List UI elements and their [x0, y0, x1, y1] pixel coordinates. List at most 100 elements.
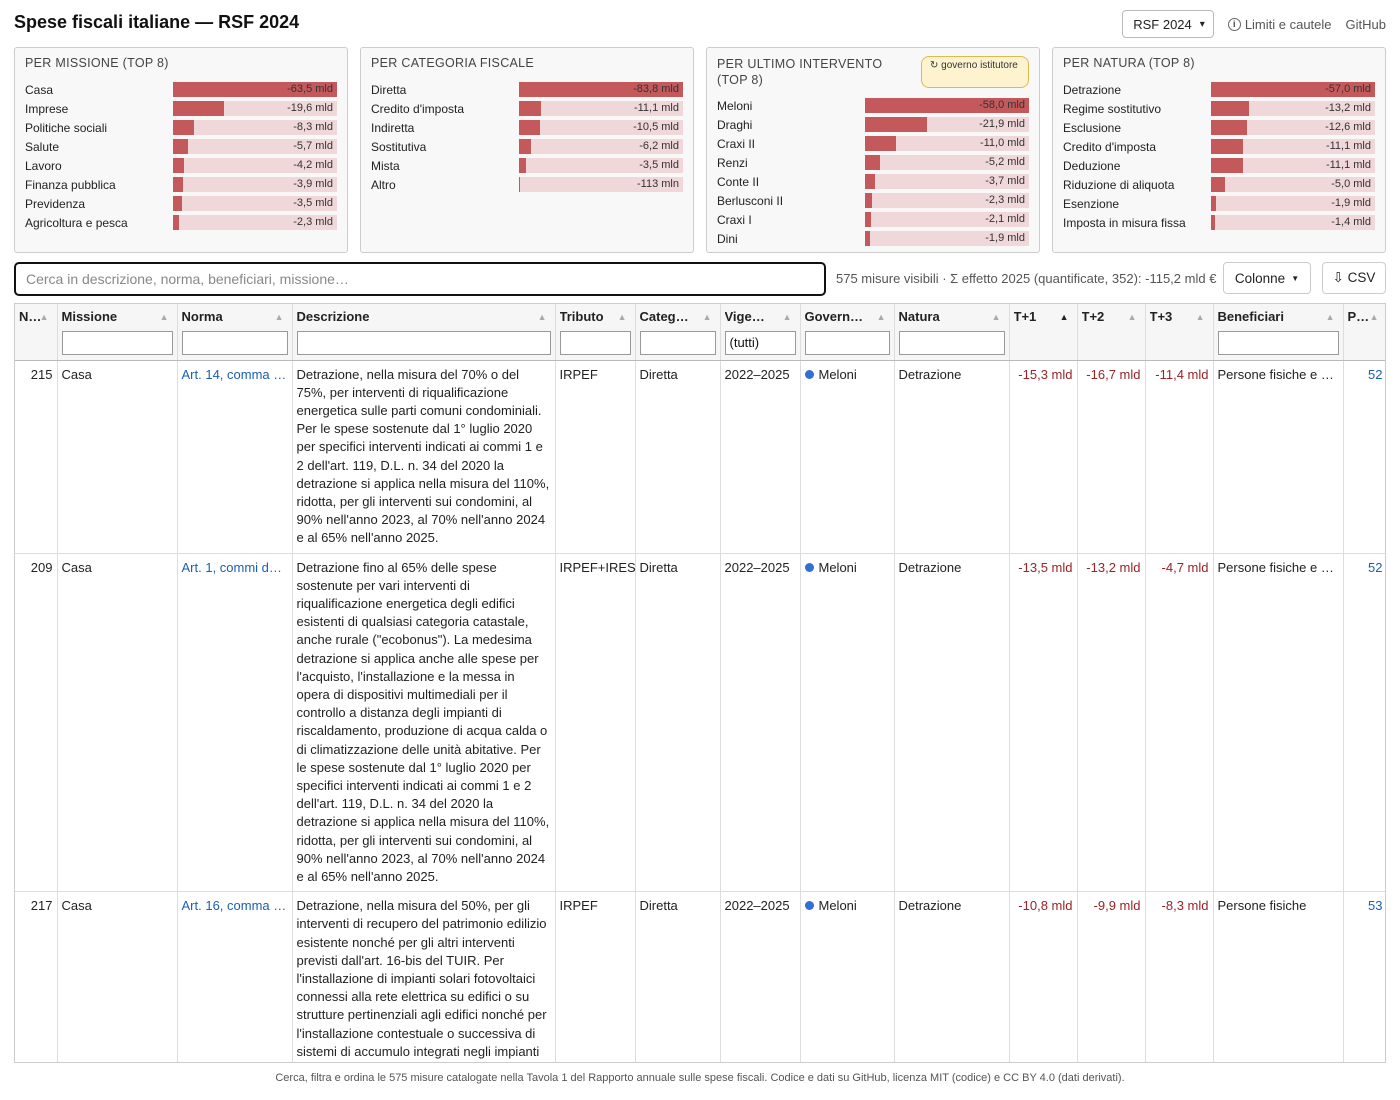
column-header-tributo[interactable]: Tributo ▲ — [555, 304, 636, 361]
table-row[interactable]: 209 Casa Art. 1, commi da… Detrazione fino … — [15, 553, 1385, 893]
bar-row[interactable]: Deduzione -11,1 mld — [1063, 156, 1375, 175]
bar-track: -3,9 mld — [173, 177, 337, 192]
bar-row[interactable]: Imprese -19,6 mld — [25, 99, 337, 118]
measures-table: N… ▲ Missione ▲ Norma ▲ Descrizione ▲ Tributo ▲ Ca… — [14, 303, 1386, 1063]
cell-norma-link[interactable]: Art. 1, commi da… — [177, 553, 293, 893]
column-header-descrizione[interactable]: Descrizione ▲ — [292, 304, 556, 361]
column-header-beneficiari[interactable]: Beneficiari ▲ — [1213, 304, 1344, 361]
cell-t1: -13,5 mld — [1009, 553, 1078, 893]
sort-arrow-icon[interactable]: ▲ — [39, 312, 49, 322]
bar-row[interactable]: Renzi -5,2 mld — [717, 153, 1029, 172]
rsf-edition-select[interactable]: RSF 2024 ▾ — [1122, 10, 1214, 38]
column-header-t2[interactable]: T+2 ▲ — [1077, 304, 1146, 361]
column-header-missione[interactable]: Missione ▲ — [57, 304, 178, 361]
bar-value: -13,2 mld — [1325, 102, 1371, 114]
filter-vigenza[interactable]: (tutti) — [724, 331, 796, 355]
column-header-t3[interactable]: T+3 ▲ — [1145, 304, 1214, 361]
sort-arrow-icon[interactable]: ▲ — [1369, 312, 1379, 322]
cell-page-link[interactable]: 52 — [1343, 553, 1385, 893]
cell-norma-link[interactable]: Art. 16, comma … — [177, 891, 293, 1062]
bar-row[interactable]: Dini -1,9 mld — [717, 229, 1029, 248]
bar-row[interactable]: Craxi I -2,1 mld — [717, 210, 1029, 229]
sort-arrow-icon[interactable]: ▲ — [159, 312, 169, 322]
column-header-t1[interactable]: T+1 ▲ — [1009, 304, 1078, 361]
sort-arrow-icon[interactable]: ▲ — [274, 312, 284, 322]
sort-arrow-icon[interactable]: ▲ — [1059, 312, 1069, 322]
bar-row[interactable]: Detrazione -57,0 mld — [1063, 80, 1375, 99]
column-header-vigenza[interactable]: Vige… ▲ (tutti) — [720, 304, 801, 361]
bar-row[interactable]: Previdenza -3,5 mld — [25, 194, 337, 213]
sort-arrow-icon[interactable]: ▲ — [617, 312, 627, 322]
sort-arrow-icon[interactable]: ▲ — [1127, 312, 1137, 322]
cell-governo: Meloni — [800, 553, 895, 893]
bar-fill — [865, 193, 872, 208]
column-header-natura[interactable]: Natura ▲ — [894, 304, 1010, 361]
bar-row[interactable]: Mista -3,5 mld — [371, 156, 683, 175]
bar-label: Lavoro — [25, 158, 62, 173]
bar-row[interactable]: Altro -113 mln — [371, 175, 683, 194]
search-input[interactable] — [14, 262, 826, 296]
bar-row[interactable]: Agricoltura e pesca -2,3 mld — [25, 213, 337, 232]
bar-fill — [1211, 120, 1248, 135]
filter-tributo[interactable] — [559, 331, 631, 355]
bar-row[interactable]: Draghi -21,9 mld — [717, 115, 1029, 134]
column-header-norma[interactable]: Norma ▲ — [177, 304, 293, 361]
sort-arrow-icon[interactable]: ▲ — [782, 312, 792, 322]
sort-arrow-icon[interactable]: ▲ — [1195, 312, 1205, 322]
csv-export-button[interactable]: ⇩ CSV — [1322, 262, 1386, 294]
bar-value: -57,0 mld — [1325, 83, 1371, 95]
bar-value: -5,2 mld — [985, 156, 1025, 168]
bar-row[interactable]: Politiche sociali -8,3 mld — [25, 118, 337, 137]
filter-norma[interactable] — [181, 331, 288, 355]
sort-arrow-icon[interactable]: ▲ — [702, 312, 712, 322]
bar-row[interactable]: Berlusconi II -2,3 mld — [717, 191, 1029, 210]
info-icon: i — [1227, 17, 1241, 31]
bar-row[interactable]: Meloni -58,0 mld — [717, 96, 1029, 115]
column-header-governo[interactable]: Govern… ▲ — [800, 304, 895, 361]
filter-beneficiari[interactable] — [1217, 331, 1339, 355]
github-link[interactable]: GitHub — [1345, 16, 1386, 32]
governo-istitutore-toggle[interactable]: ↻ governo istitutore — [921, 56, 1029, 88]
sort-arrow-icon[interactable]: ▲ — [1325, 312, 1335, 322]
bar-row[interactable]: Regime sostitutivo -13,2 mld — [1063, 99, 1375, 118]
filter-natura[interactable] — [898, 331, 1005, 355]
bar-row[interactable]: Imposta in misura fissa -1,4 mld — [1063, 213, 1375, 232]
cell-page-link[interactable]: 53 — [1343, 891, 1385, 1062]
bar-row[interactable]: Sostitutiva -6,2 mld — [371, 137, 683, 156]
column-header-n[interactable]: N… ▲ — [15, 304, 58, 361]
bar-row[interactable]: Conte II -3,7 mld — [717, 172, 1029, 191]
bar-track: -3,5 mld — [173, 196, 337, 211]
table-row[interactable]: 215 Casa Art. 14, comma … Detrazione, nella… — [15, 360, 1385, 554]
bar-row[interactable]: Credito d'imposta -11,1 mld — [1063, 137, 1375, 156]
filter-descrizione[interactable] — [296, 331, 551, 355]
filter-governo[interactable] — [804, 331, 890, 355]
columns-button[interactable]: Colonne ▼ — [1223, 262, 1311, 294]
sort-arrow-icon[interactable]: ▲ — [537, 312, 547, 322]
bar-row[interactable]: Casa -63,5 mld — [25, 80, 337, 99]
sort-arrow-icon[interactable]: ▲ — [876, 312, 886, 322]
bar-row[interactable]: Indiretta -10,5 mld — [371, 118, 683, 137]
limits-link[interactable]: i Limiti e cautele — [1227, 17, 1332, 32]
bar-fill — [1211, 215, 1216, 230]
bar-row[interactable]: Salute -5,7 mld — [25, 137, 337, 156]
filter-missione[interactable] — [61, 331, 173, 355]
cell-descrizione: Detrazione, nella misura del 70% o del 7… — [292, 360, 556, 554]
cell-norma-link[interactable]: Art. 14, comma … — [177, 360, 293, 554]
cell-page-link[interactable]: 52 — [1343, 360, 1385, 554]
bar-fill — [1211, 139, 1243, 154]
bar-row[interactable]: Esenzione -1,9 mld — [1063, 194, 1375, 213]
bar-row[interactable]: Finanza pubblica -3,9 mld — [25, 175, 337, 194]
bar-row[interactable]: Lavoro -4,2 mld — [25, 156, 337, 175]
filter-categoria[interactable] — [639, 331, 716, 355]
bar-fill — [173, 120, 195, 135]
bar-row[interactable]: Diretta -83,8 mld — [371, 80, 683, 99]
table-row[interactable]: 217 Casa Art. 16, comma … Detrazione, nella… — [15, 891, 1385, 1062]
bar-label: Deduzione — [1063, 158, 1121, 173]
bar-row[interactable]: Esclusione -12,6 mld — [1063, 118, 1375, 137]
column-header-p[interactable]: P… ▲ — [1343, 304, 1385, 361]
bar-row[interactable]: Craxi II -11,0 mld — [717, 134, 1029, 153]
bar-row[interactable]: Credito d'imposta -11,1 mld — [371, 99, 683, 118]
bar-row[interactable]: Riduzione di aliquota -5,0 mld — [1063, 175, 1375, 194]
column-header-categoria[interactable]: Categ… ▲ — [635, 304, 721, 361]
sort-arrow-icon[interactable]: ▲ — [991, 312, 1001, 322]
